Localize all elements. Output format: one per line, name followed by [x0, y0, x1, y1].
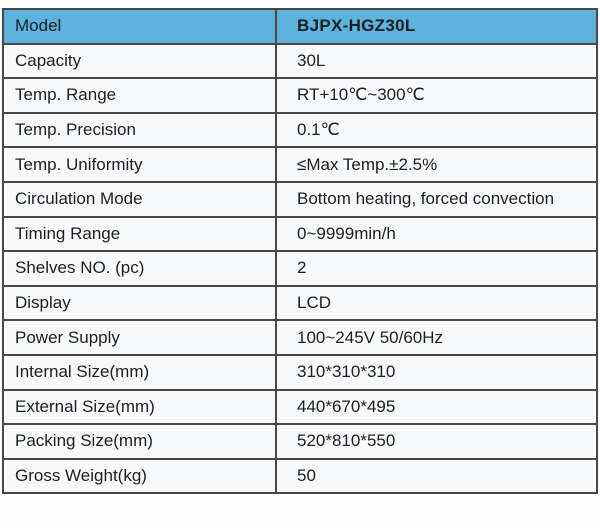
spec-label: Temp. Precision [2, 111, 277, 149]
spec-row-circulation-mode: Circulation Mode Bottom heating, forced … [2, 180, 598, 218]
header-value-model-number: BJPX-HGZ30L [275, 8, 598, 45]
spec-row-timing-range: Timing Range 0~9999min/h [2, 215, 598, 253]
spec-value: 100~245V 50/60Hz [275, 319, 598, 356]
spec-row-temp-range: Temp. Range RT+10℃~300℃ [2, 77, 598, 114]
spec-value: 50 [275, 457, 598, 495]
spec-label: Circulation Mode [2, 180, 277, 218]
spec-label: Capacity [2, 42, 277, 80]
spec-label: Shelves NO. (pc) [2, 250, 277, 287]
spec-row-shelves: Shelves NO. (pc) 2 [2, 250, 598, 287]
spec-label: Temp. Range [2, 77, 277, 114]
spec-label: Display [2, 284, 277, 322]
spec-value: 440*670*495 [275, 388, 598, 426]
spec-value: 310*310*310 [275, 353, 598, 391]
spec-value: 520*810*550 [275, 423, 598, 460]
spec-value: 0.1℃ [275, 111, 598, 149]
spec-label: External Size(mm) [2, 388, 277, 426]
header-label-model: Model [2, 8, 277, 45]
spec-row-internal-size: Internal Size(mm) 310*310*310 [2, 353, 598, 391]
spec-value: LCD [275, 284, 598, 322]
spec-row-packing-size: Packing Size(mm) 520*810*550 [2, 423, 598, 460]
spec-label: Gross Weight(kg) [2, 457, 277, 495]
product-spec-table: Model BJPX-HGZ30L Capacity 30L Temp. Ran… [2, 8, 598, 495]
spec-row-display: Display LCD [2, 284, 598, 322]
spec-value: 2 [275, 250, 598, 287]
spec-label: Packing Size(mm) [2, 423, 277, 460]
spec-row-external-size: External Size(mm) 440*670*495 [2, 388, 598, 426]
spec-row-temp-uniformity: Temp. Uniformity ≤Max Temp.±2.5% [2, 146, 598, 183]
spec-value: Bottom heating, forced convection [275, 180, 598, 218]
spec-row-gross-weight: Gross Weight(kg) 50 [2, 457, 598, 495]
spec-label: Internal Size(mm) [2, 353, 277, 391]
spec-row-temp-precision: Temp. Precision 0.1℃ [2, 111, 598, 149]
spec-value: 0~9999min/h [275, 215, 598, 253]
spec-value: ≤Max Temp.±2.5% [275, 146, 598, 183]
spec-value: RT+10℃~300℃ [275, 77, 598, 114]
spec-row-capacity: Capacity 30L [2, 42, 598, 80]
spec-label: Temp. Uniformity [2, 146, 277, 183]
table-header-row: Model BJPX-HGZ30L [2, 8, 598, 45]
spec-label: Power Supply [2, 319, 277, 356]
spec-label: Timing Range [2, 215, 277, 253]
spec-row-power-supply: Power Supply 100~245V 50/60Hz [2, 319, 598, 356]
spec-value: 30L [275, 42, 598, 80]
